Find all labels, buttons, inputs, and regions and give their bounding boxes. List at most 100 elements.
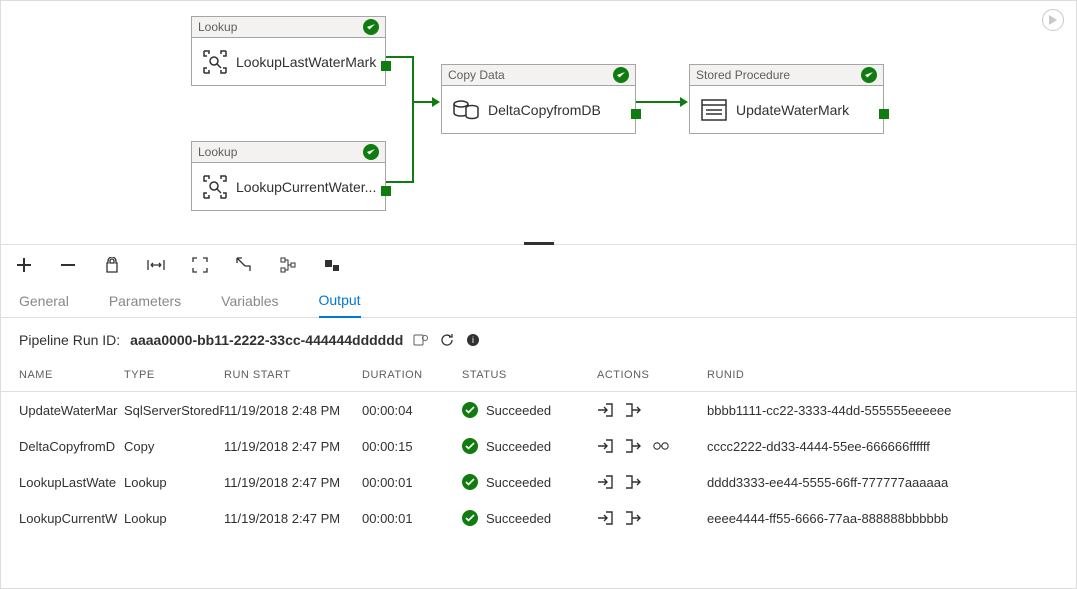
cell-actions <box>597 402 707 418</box>
activity-a2[interactable]: Lookup LookupCurrentWater... <box>191 141 386 211</box>
activity-a1[interactable]: Lookup LookupLastWaterMark <box>191 16 386 86</box>
cell-status: Succeeded <box>462 402 597 418</box>
col-name: NAME <box>19 369 124 381</box>
run-id-label: Pipeline Run ID: <box>19 332 120 348</box>
cell-duration: 00:00:04 <box>362 403 462 418</box>
output-action-icon[interactable] <box>625 438 641 454</box>
cell-duration: 00:00:15 <box>362 439 462 454</box>
cell-actions <box>597 510 707 526</box>
input-action-icon[interactable] <box>597 474 613 490</box>
cell-duration: 00:00:01 <box>362 475 462 490</box>
minimap-icon[interactable] <box>323 256 341 274</box>
cell-actions <box>597 438 707 454</box>
copy-input-icon[interactable] <box>413 332 429 348</box>
cell-type: Copy <box>124 439 224 454</box>
status-success-icon <box>613 67 629 83</box>
table-row: DeltaCopyfromDCopy11/19/2018 2:47 PM00:0… <box>1 428 1076 464</box>
cell-status: Succeeded <box>462 510 597 526</box>
activity-name-label: LookupCurrentWater... <box>236 179 376 195</box>
col-status: STATUS <box>462 369 597 381</box>
activity-name-label: UpdateWaterMark <box>736 102 849 118</box>
cell-runid: cccc2222-dd33-4444-55ee-666666ffffff <box>707 439 1027 454</box>
col-run-start: RUN START <box>224 369 362 381</box>
output-action-icon[interactable] <box>625 510 641 526</box>
tab-general[interactable]: General <box>19 293 69 317</box>
panel-drag-handle[interactable] <box>524 242 554 245</box>
activity-a3[interactable]: Copy Data DeltaCopyfromDB <box>441 64 636 134</box>
canvas-toolbar <box>1 244 1076 284</box>
col-type: TYPE <box>124 369 224 381</box>
lock-icon[interactable] <box>103 256 121 274</box>
cell-type: Lookup <box>124 511 224 526</box>
status-success-icon <box>363 19 379 35</box>
tab-output[interactable]: Output <box>319 292 361 318</box>
cell-name: LookupCurrentW <box>19 511 124 526</box>
cell-actions <box>597 474 707 490</box>
lookup-icon <box>202 48 228 76</box>
status-success-icon <box>861 67 877 83</box>
cell-name: LookupLastWate <box>19 475 124 490</box>
cell-type: Lookup <box>124 475 224 490</box>
lookup-icon <box>202 173 228 201</box>
cell-runid: bbbb1111-cc22-3333-44dd-555555eeeeee <box>707 403 1027 418</box>
activity-name-label: DeltaCopyfromDB <box>488 102 601 118</box>
auto-layout-icon[interactable] <box>279 256 297 274</box>
cell-run-start: 11/19/2018 2:47 PM <box>224 439 362 454</box>
cell-name: UpdateWaterMar <box>19 403 124 418</box>
run-id-value: aaaa0000-bb11-2222-33cc-444444dddddd <box>130 332 403 348</box>
table-row: LookupLastWateLookup11/19/2018 2:47 PM00… <box>1 464 1076 500</box>
activity-type-label: Lookup <box>198 20 237 34</box>
pipeline-run-id-row: Pipeline Run ID: aaaa0000-bb11-2222-33cc… <box>1 318 1076 358</box>
activity-a4[interactable]: Stored Procedure UpdateWaterMark <box>689 64 884 134</box>
cell-runid: eeee4444-ff55-6666-77aa-888888bbbbbb <box>707 511 1027 526</box>
cell-status: Succeeded <box>462 438 597 454</box>
input-action-icon[interactable] <box>597 438 613 454</box>
glasses-action-icon[interactable] <box>653 438 669 454</box>
cell-run-start: 11/19/2018 2:48 PM <box>224 403 362 418</box>
status-success-icon <box>462 474 478 490</box>
col-duration: DURATION <box>362 369 462 381</box>
output-port[interactable] <box>381 186 391 196</box>
status-success-icon <box>363 144 379 160</box>
activity-name-label: LookupLastWaterMark <box>236 54 376 70</box>
table-row: UpdateWaterMarSqlServerStoredP11/19/2018… <box>1 392 1076 428</box>
activity-type-label: Lookup <box>198 145 237 159</box>
add-icon[interactable] <box>15 256 33 274</box>
cell-run-start: 11/19/2018 2:47 PM <box>224 511 362 526</box>
fit-width-icon[interactable] <box>147 256 165 274</box>
input-action-icon[interactable] <box>597 510 613 526</box>
output-port[interactable] <box>631 109 641 119</box>
table-header-row: NAMETYPERUN STARTDURATIONSTATUSACTIONSRU… <box>1 358 1076 392</box>
status-success-icon <box>462 402 478 418</box>
cell-run-start: 11/19/2018 2:47 PM <box>224 475 362 490</box>
info-icon[interactable]: i <box>465 332 481 348</box>
status-success-icon <box>462 438 478 454</box>
storedproc-icon <box>700 96 728 124</box>
debug-run-button[interactable] <box>1042 9 1064 31</box>
fit-screen-icon[interactable] <box>191 256 209 274</box>
cell-type: SqlServerStoredP <box>124 403 224 418</box>
input-action-icon[interactable] <box>597 402 613 418</box>
output-port[interactable] <box>381 61 391 71</box>
status-success-icon <box>462 510 478 526</box>
refresh-icon[interactable] <box>439 332 455 348</box>
col-runid: RUNID <box>707 369 1027 381</box>
activity-runs-table: NAMETYPERUN STARTDURATIONSTATUSACTIONSRU… <box>1 358 1076 536</box>
col-actions: ACTIONS <box>597 369 707 381</box>
cell-duration: 00:00:01 <box>362 511 462 526</box>
table-row: LookupCurrentWLookup11/19/2018 2:47 PM00… <box>1 500 1076 536</box>
select-tool-icon[interactable] <box>235 256 253 274</box>
cell-status: Succeeded <box>462 474 597 490</box>
output-action-icon[interactable] <box>625 402 641 418</box>
tab-variables[interactable]: Variables <box>221 293 278 317</box>
detail-tabs: General Parameters Variables Output <box>1 284 1076 318</box>
cell-name: DeltaCopyfromD <box>19 439 124 454</box>
output-action-icon[interactable] <box>625 474 641 490</box>
svg-text:i: i <box>472 335 474 345</box>
activity-type-label: Stored Procedure <box>696 68 790 82</box>
activity-type-label: Copy Data <box>448 68 505 82</box>
pipeline-canvas[interactable]: Lookup LookupLastWaterMark Lookup LookupCur… <box>1 1 1076 244</box>
tab-parameters[interactable]: Parameters <box>109 293 181 317</box>
cell-runid: dddd3333-ee44-5555-66ff-777777aaaaaa <box>707 475 1027 490</box>
remove-icon[interactable] <box>59 256 77 274</box>
